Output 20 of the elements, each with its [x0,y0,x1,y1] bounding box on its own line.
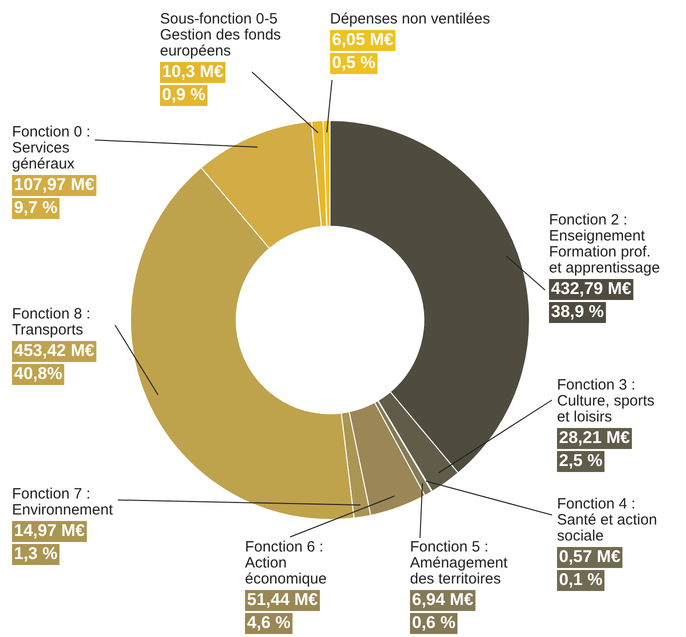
slice-label: Sous-fonction 0-5 Gestion des fonds européens [160,10,281,60]
slice-label: Fonction 8 : Transports [12,306,90,339]
data-label: 0,57 M€ 0,1 % [559,547,621,590]
data-label: 432,79 M€ 38,9 % [551,279,632,322]
data-label: 28,21 M€ 2,5 % [559,428,630,470]
data-label: 51,44 M€ 4,6 % [247,590,318,632]
slice-label: Fonction 0 : Services généraux [12,124,90,173]
data-label: 6,05 M€ 0,5 % [332,30,394,72]
slice-label: Fonction 3 : Culture, sports et loisirs [557,376,655,426]
slice-label: Fonction 7 : Environnement [12,486,114,519]
slice-label: Fonction 4 : Santé et action sociale [557,496,658,545]
data-label: 107,97 M€ 9,7 % [14,175,95,218]
slice-label: Fonction 2 : Enseignement Formation prof. et apprentissage [549,212,660,277]
data-label: 14,97 M€ 1,3 % [14,521,86,564]
slice-label: Dépenses non ventilées [330,10,490,28]
data-label: 453,42 M€ 40,8% [14,341,95,384]
data-label: 6,94 M€ 0,6 % [412,590,474,632]
slice-label: Fonction 5 : Aménagement des territoires [410,538,508,588]
data-label: 10,3 M€ 0,9 % [162,62,224,104]
slice-label: Fonction 6 : Action économique [245,538,327,588]
